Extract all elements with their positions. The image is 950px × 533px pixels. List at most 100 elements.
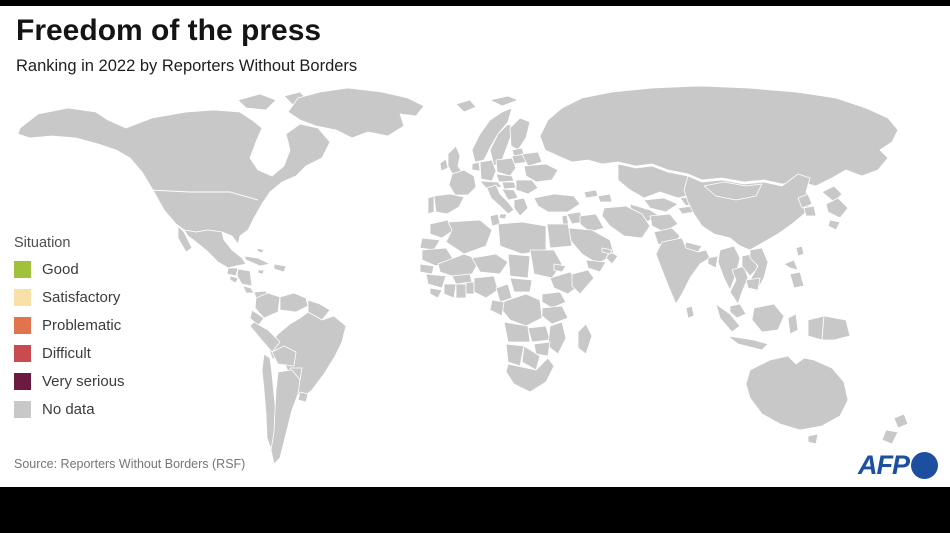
country-japan — [825, 197, 849, 219]
legend-swatch-difficult — [14, 345, 31, 362]
country-russia — [539, 85, 899, 187]
country-uk — [447, 145, 463, 176]
country-borneo — [751, 303, 785, 333]
country-dr-congo — [501, 293, 543, 327]
country-japan — [827, 219, 841, 231]
country-cameroon — [495, 283, 513, 303]
country-romania-bulgaria — [515, 179, 539, 195]
country-niger — [471, 253, 509, 275]
country-hispaniola — [273, 263, 287, 273]
country-germany — [479, 159, 497, 182]
country-nigeria — [473, 275, 499, 299]
legend-item-problematic: Problematic — [14, 317, 125, 334]
country-svalbard — [489, 95, 519, 107]
legend-swatch-no-data — [14, 401, 31, 418]
country-angola — [503, 321, 531, 343]
country-iran — [601, 205, 651, 239]
country-ukraine — [523, 163, 559, 183]
legend-item-very-serious: Very serious — [14, 373, 125, 390]
country-costa-rica — [242, 285, 255, 294]
country-burkina-faso — [451, 273, 473, 285]
legend-label: No data — [42, 401, 95, 418]
country-tasmania — [807, 433, 819, 445]
top-bar — [0, 0, 950, 6]
legend-label: Problematic — [42, 317, 122, 334]
country-taiwan — [795, 245, 805, 257]
legend: Situation Good Satisfactory Problematic … — [14, 235, 125, 429]
country-thailand — [729, 265, 749, 305]
country-ivory-coast — [443, 283, 457, 299]
country-hungary — [501, 181, 517, 190]
country-norway — [471, 107, 513, 163]
country-cambodia — [745, 277, 761, 291]
legend-label: Difficult — [42, 345, 91, 362]
country-mozambique — [547, 321, 567, 355]
country-mexico — [183, 229, 247, 269]
country-sicily — [498, 213, 508, 220]
country-new-zealand — [893, 413, 909, 429]
legend-swatch-problematic — [14, 317, 31, 334]
legend-swatch-very-serious — [14, 373, 31, 390]
page-title: Freedom of the press — [16, 14, 322, 47]
country-azerbaijan — [597, 193, 613, 203]
legend-item-good: Good — [14, 261, 125, 278]
country-cuba — [243, 255, 271, 267]
country-honduras-nicaragua — [236, 268, 253, 287]
country-java — [727, 335, 769, 351]
country-myanmar — [717, 245, 741, 291]
country-morocco — [429, 219, 455, 239]
country-guatemala — [226, 267, 239, 277]
afp-logo-circle-icon — [911, 452, 938, 479]
country-madagascar — [577, 323, 593, 355]
country-mali — [437, 253, 481, 277]
country-finland — [509, 117, 531, 151]
country-bahamas — [256, 247, 265, 254]
legend-label: Very serious — [42, 373, 125, 390]
country-uganda-kenya — [541, 291, 567, 309]
country-gabon-congo — [489, 299, 505, 317]
country-japan — [821, 185, 843, 203]
country-philippines — [789, 271, 805, 289]
country-spain — [433, 193, 465, 215]
country-baja — [177, 225, 193, 253]
country-georgia — [583, 189, 599, 199]
country-belarus — [521, 151, 543, 167]
legend-item-difficult: Difficult — [14, 345, 125, 362]
legend-item-no-data: No data — [14, 401, 125, 418]
country-sudan — [529, 249, 563, 279]
country-uzbekistan — [643, 197, 679, 213]
country-australia — [745, 355, 849, 431]
country-iceland — [455, 99, 477, 113]
legend-item-satisfactory: Satisfactory — [14, 289, 125, 306]
country-india — [655, 237, 711, 305]
country-ireland — [439, 158, 449, 172]
country-argentina — [270, 369, 301, 465]
country-guinea — [425, 273, 447, 289]
legend-title: Situation — [14, 235, 71, 251]
country-zimbabwe — [533, 341, 551, 357]
country-zambia — [527, 325, 551, 343]
country-libya — [497, 221, 547, 255]
country-philippines — [783, 259, 799, 271]
country-sumatra — [715, 303, 741, 333]
country-senegal — [419, 263, 435, 275]
country-italy — [486, 184, 515, 215]
country-saudi-arabia — [567, 227, 615, 265]
country-poland — [495, 157, 517, 177]
legend-swatch-satisfactory — [14, 289, 31, 306]
country-western-sahara — [419, 237, 441, 251]
country-north-america — [17, 107, 331, 245]
country-colombia — [254, 292, 281, 319]
country-peru — [249, 321, 281, 353]
page-subtitle: Ranking in 2022 by Reporters Without Bor… — [16, 57, 358, 75]
country-greenland — [287, 87, 425, 139]
country-uruguay — [297, 391, 309, 403]
country-sierra-leone — [429, 287, 443, 299]
country-papua-new-guinea — [821, 315, 851, 341]
country-bolivia — [271, 345, 297, 367]
afp-logo-text: AFP — [858, 450, 910, 480]
country-algeria — [445, 219, 493, 255]
country-el-salvador — [229, 275, 239, 284]
